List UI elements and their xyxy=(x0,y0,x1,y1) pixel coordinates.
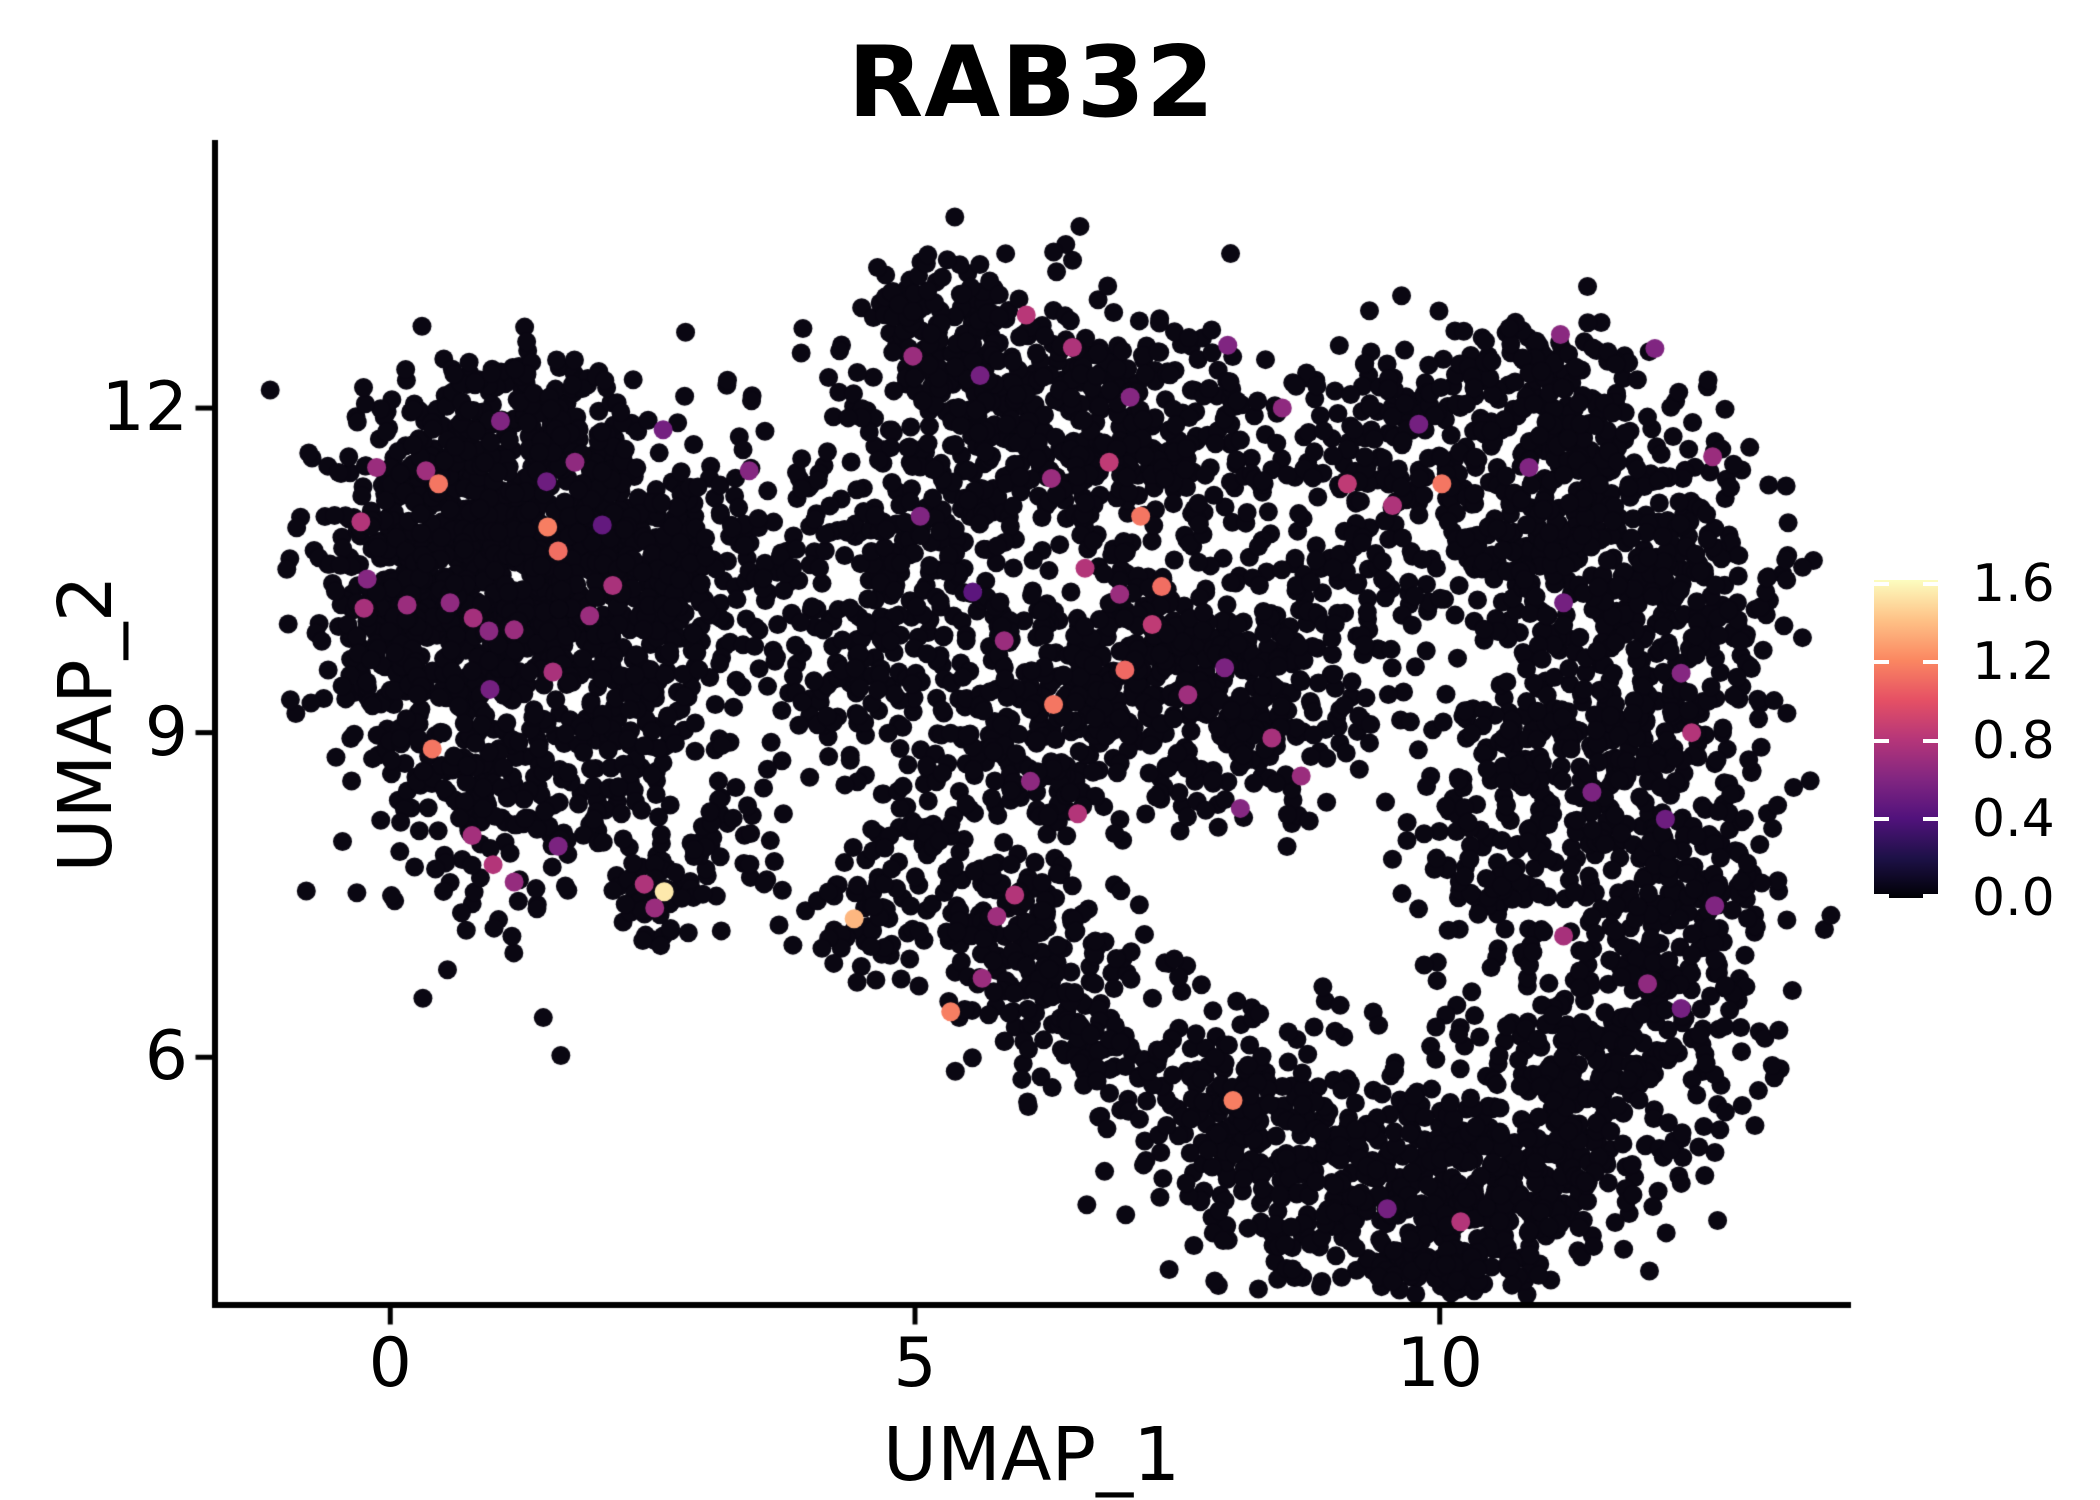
colorbar-tick-mark xyxy=(1874,581,1889,586)
x-axis-label: UMAP_1 xyxy=(882,1412,1181,1498)
colorbar-tick-label: 1.6 xyxy=(1972,553,2055,614)
colorbar-tick-label: 0.8 xyxy=(1972,710,2055,771)
colorbar-tick-mark xyxy=(1874,817,1889,822)
y-axis-label: UMAP_2 xyxy=(43,575,129,873)
x-tick-label: 0 xyxy=(368,1324,412,1403)
colorbar-tick-label: 0.4 xyxy=(1972,789,2055,850)
colorbar-tick-mark xyxy=(1923,581,1938,586)
colorbar-tick-label: 0.0 xyxy=(1972,868,2055,928)
colorbar-tick-mark xyxy=(1923,817,1938,822)
colorbar-tick-mark xyxy=(1923,660,1938,665)
colorbar-tick-label: 1.2 xyxy=(1972,632,2055,693)
colorbar-tick-mark xyxy=(1923,894,1938,898)
y-tick-label: 6 xyxy=(144,1017,188,1097)
x-tick-label: 5 xyxy=(893,1324,937,1403)
colorbar-tick-mark xyxy=(1874,894,1889,898)
x-tick-label: 10 xyxy=(1396,1324,1484,1403)
colorbar-tick-mark xyxy=(1923,738,1938,743)
chart-title: RAB32 xyxy=(847,26,1216,140)
y-tick-label: 9 xyxy=(144,692,188,772)
colorbar-tick-mark xyxy=(1874,660,1889,665)
y-tick-label: 12 xyxy=(101,368,188,448)
colorbar-tick-mark xyxy=(1874,738,1889,743)
